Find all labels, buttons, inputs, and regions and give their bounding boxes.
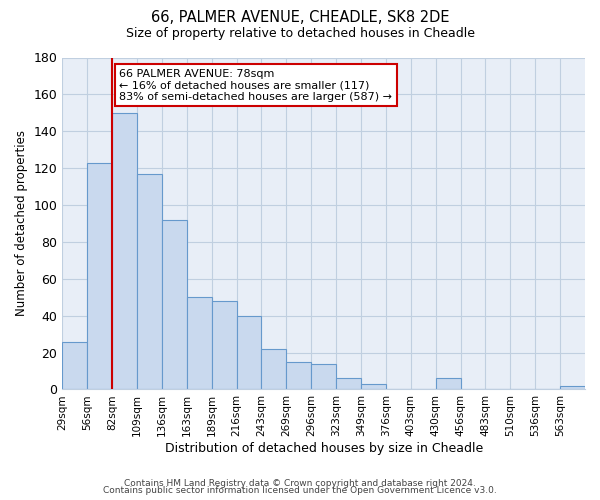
Bar <box>262 349 286 390</box>
Text: 66 PALMER AVENUE: 78sqm
← 16% of detached houses are smaller (117)
83% of semi-d: 66 PALMER AVENUE: 78sqm ← 16% of detache… <box>119 68 392 102</box>
Bar <box>311 364 336 390</box>
Bar <box>336 378 361 390</box>
X-axis label: Distribution of detached houses by size in Cheadle: Distribution of detached houses by size … <box>164 442 483 455</box>
Bar <box>87 162 112 390</box>
Bar <box>112 113 137 390</box>
Text: Size of property relative to detached houses in Cheadle: Size of property relative to detached ho… <box>125 28 475 40</box>
Bar <box>212 301 236 390</box>
Bar <box>436 378 461 390</box>
Bar <box>162 220 187 390</box>
Text: Contains public sector information licensed under the Open Government Licence v3: Contains public sector information licen… <box>103 486 497 495</box>
Bar <box>286 362 311 390</box>
Text: 66, PALMER AVENUE, CHEADLE, SK8 2DE: 66, PALMER AVENUE, CHEADLE, SK8 2DE <box>151 10 449 25</box>
Text: Contains HM Land Registry data © Crown copyright and database right 2024.: Contains HM Land Registry data © Crown c… <box>124 478 476 488</box>
Bar <box>137 174 162 390</box>
Bar <box>187 297 212 390</box>
Y-axis label: Number of detached properties: Number of detached properties <box>15 130 28 316</box>
Bar <box>62 342 87 390</box>
Bar <box>236 316 262 390</box>
Bar <box>560 386 585 390</box>
Bar <box>361 384 386 390</box>
